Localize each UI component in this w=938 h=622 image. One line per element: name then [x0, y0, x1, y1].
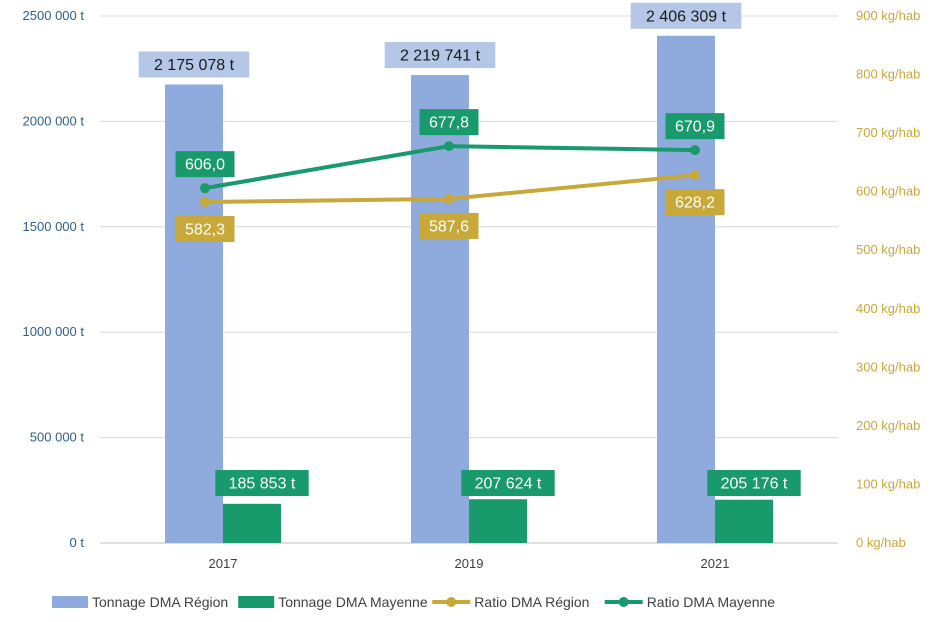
bar-mayenne [469, 499, 527, 543]
data-label-bar-region-bg [630, 2, 742, 29]
y-left-tick-label: 1000 000 t [23, 324, 85, 339]
y-left-tick-label: 2500 000 t [23, 8, 85, 23]
legend-item: Tonnage DMA Mayenne [238, 594, 428, 610]
legend-swatch [238, 596, 275, 608]
data-label-bar-mayenne-bg [707, 470, 801, 496]
data-label-bar-mayenne: 207 624 t [461, 470, 555, 496]
legend-label: Tonnage DMA Région [92, 594, 228, 610]
data-label-bar-region: 2 406 309 t [630, 2, 742, 29]
data-label-ratio-mayenne-text: 677,8 [429, 115, 469, 132]
y-right-tick-label: 500 kg/hab [856, 242, 920, 257]
data-label-bar-region-text: 2 406 309 t [646, 8, 727, 25]
data-label-ratio-mayenne-text: 606,0 [185, 157, 225, 174]
point-ratio-region [200, 197, 210, 208]
y-left-tick-label: 2000 000 t [23, 113, 85, 128]
legend-item: Ratio DMA Région [432, 594, 589, 610]
data-label-ratio-region: 628,2 [665, 189, 725, 216]
data-label-bar-mayenne-bg [461, 470, 555, 496]
y-right-tick-label: 700 kg/hab [856, 125, 920, 140]
y-right-tick-label: 200 kg/hab [856, 418, 920, 433]
data-label-ratio-region-text: 628,2 [675, 195, 715, 212]
y-axis-right: 0 kg/hab 100 kg/hab 200 kg/hab 300 kg/hab 40… [856, 8, 920, 550]
lines [200, 141, 700, 208]
y-left-tick-label: 1500 000 t [23, 219, 85, 234]
data-label-bar-region: 2 175 078 t [138, 51, 250, 78]
data-label-ratio-mayenne: 606,0 [175, 151, 235, 178]
point-ratio-mayenne [444, 141, 454, 152]
legend-label: Ratio DMA Région [474, 594, 589, 610]
data-label-bar-mayenne-text: 207 624 t [475, 476, 542, 493]
legend-item: Tonnage DMA Région [52, 594, 228, 610]
data-label-ratio-region-bg [419, 212, 479, 239]
y-right-tick-label: 0 kg/hab [856, 535, 906, 550]
data-label-ratio-mayenne-bg [665, 113, 725, 140]
data-label-bar-region-text: 2 175 078 t [154, 57, 235, 74]
y-axis-left: 0 t 500 000 t 1000 000 t 1500 000 t 2000 000… [23, 8, 85, 550]
point-ratio-mayenne [200, 183, 210, 194]
data-label-ratio-mayenne-bg [419, 109, 479, 136]
legend-label: Ratio DMA Mayenne [647, 594, 776, 610]
y-left-tick-label: 500 000 t [30, 430, 85, 445]
legend-swatch-marker [618, 597, 629, 607]
data-label-ratio-mayenne-text: 670,9 [675, 119, 715, 136]
legend-swatch-marker [446, 597, 457, 607]
data-label-bar-mayenne-bg [215, 470, 309, 496]
y-right-tick-label: 300 kg/hab [856, 359, 920, 374]
data-label-bar-mayenne-text: 185 853 t [229, 476, 296, 493]
data-label-bar-region: 2 219 741 t [384, 42, 496, 69]
data-label-bar-region-bg [138, 51, 250, 78]
x-tick-label: 2021 [701, 556, 730, 571]
bar-mayenne [223, 503, 281, 543]
data-label-bar-mayenne-text: 205 176 t [721, 476, 788, 493]
data-label-ratio-mayenne: 670,9 [665, 113, 725, 140]
y-right-tick-label: 600 kg/hab [856, 184, 920, 199]
point-ratio-region [444, 193, 454, 204]
legend-swatch [52, 596, 88, 608]
data-label-ratio-region-text: 587,6 [429, 218, 469, 235]
x-tick-label: 2019 [455, 556, 484, 571]
data-label-ratio-region: 582,3 [175, 216, 235, 243]
y-right-tick-label: 100 kg/hab [856, 476, 920, 491]
x-tick-label: 2017 [209, 556, 238, 571]
data-label-bar-region-text: 2 219 741 t [400, 48, 481, 65]
data-label-bar-mayenne: 205 176 t [707, 470, 801, 496]
data-label-ratio-region-bg [175, 216, 235, 243]
legend-item: Ratio DMA Mayenne [604, 594, 776, 610]
data-label-ratio-mayenne: 677,8 [419, 109, 479, 136]
x-axis: 2017 2019 2021 [209, 556, 730, 571]
data-label-ratio-mayenne-bg [175, 151, 235, 178]
legend: Tonnage DMA Région Tonnage DMA Mayenne Rat… [52, 594, 775, 610]
point-ratio-region [690, 170, 700, 181]
y-right-tick-label: 400 kg/hab [856, 301, 920, 316]
data-label-ratio-region-bg [665, 189, 725, 216]
bar-region [411, 75, 469, 543]
bar-region [657, 35, 715, 543]
point-ratio-mayenne [690, 145, 700, 156]
bar-mayenne [715, 499, 773, 543]
y-right-tick-label: 900 kg/hab [856, 8, 920, 23]
legend-label: Tonnage DMA Mayenne [278, 594, 428, 610]
data-label-ratio-region-text: 582,3 [185, 222, 225, 239]
y-left-tick-label: 0 t [70, 535, 85, 550]
data-labels: 2 175 078 t 2 219 741 t 2 406 309 t 185 853… [138, 2, 801, 496]
data-label-bar-mayenne: 185 853 t [215, 470, 309, 496]
data-label-bar-region-bg [384, 42, 496, 69]
y-right-tick-label: 800 kg/hab [856, 67, 920, 82]
data-label-ratio-region: 587,6 [419, 212, 479, 239]
